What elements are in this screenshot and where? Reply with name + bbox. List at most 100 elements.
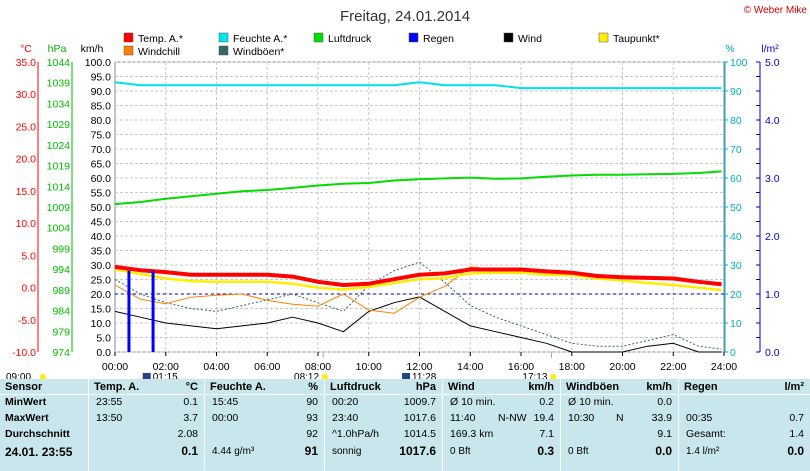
kmh-tick-11: 45.0 (91, 217, 112, 229)
hpa-tick-1: 1039 (47, 78, 71, 90)
hum-time-3: 4.44 g/m³ (212, 446, 255, 457)
wind-value-0: 0.2 (539, 396, 554, 408)
hpa-tick-2: 1034 (47, 98, 71, 110)
col-wind: Wind km/h Ø 10 min. 0.2 11:40 N-NW 19.4 169.3 k… (442, 379, 561, 471)
legend-swatch-0 (123, 32, 134, 43)
time-tick-0: 00:00 (102, 361, 128, 373)
rain-tick-5: 0.0 (765, 347, 780, 359)
press-value-1: 1017.6 (403, 412, 436, 424)
gust-value-3: 0.0 (655, 444, 672, 458)
hpa-tick-0: 1044 (47, 57, 71, 69)
pct-tick-0: 100 (730, 57, 748, 69)
wind-value-1: 19.4 (533, 412, 554, 424)
temp-value-1: 3.7 (183, 412, 198, 424)
col-rain: Regen l/m² 00:35 0.7 Gesamt: 1.4 1.4 l/m² 0.0 (678, 379, 810, 471)
time-tick-6: 12:00 (406, 361, 432, 373)
rain-tick-4: 1.0 (765, 289, 780, 301)
rain-bar-1 (151, 270, 155, 352)
col-hum: Feuchte A.% 15:45 90 00:00 93 92 4.44 g/m³ 91 (204, 379, 325, 471)
legend-label-3: Regen (423, 33, 454, 45)
temp-time-1: 13:50 (96, 412, 123, 424)
hpa-tick-12: 984 (52, 306, 70, 318)
time-tick-5: 10:00 (356, 361, 382, 373)
temp-header: Temp. A. (94, 381, 140, 393)
temp-tick-3: 20.0 (16, 154, 37, 166)
hum-value-2: 92 (306, 428, 318, 440)
time-tick-1: 02:00 (153, 361, 179, 373)
sunset-label: 17:13 (522, 372, 547, 379)
col-temp: Temp. A. °C 23:55 0.1 13:50 3.7 2.08 0.1 (88, 379, 205, 471)
chart-title: Freitag, 24.01.2014 (340, 8, 470, 25)
time-tick-11: 22:00 (660, 361, 686, 373)
legend-label-7: Windböen* (233, 46, 284, 58)
kmh-tick-18: 10.0 (91, 318, 112, 330)
kmh-tick-1: 95.0 (91, 72, 112, 84)
gust-time-3: 0 Bft (568, 446, 589, 457)
gust-time-1: 10:30 (568, 412, 595, 424)
hpa-unit-label: hPa (48, 43, 67, 55)
kmh-tick-15: 25.0 (91, 275, 112, 287)
press-value-0: 1009.7 (403, 396, 436, 408)
gust-time-0: Ø 10 min. (568, 396, 614, 408)
rain-time-1: 00:35 (686, 412, 713, 424)
gust-unit: km/h (646, 381, 672, 393)
time-tick-8: 16:00 (508, 361, 534, 373)
rain-bar-0 (127, 270, 131, 352)
pct-tick-4: 60 (730, 173, 742, 185)
hpa-tick-11: 989 (52, 285, 70, 297)
row-label-current: 24.01. 23:55 (5, 445, 73, 459)
kmh-tick-19: 5.0 (96, 333, 111, 345)
legend-swatch-4 (503, 32, 514, 43)
pct-tick-1: 90 (730, 86, 742, 98)
series-taupunkt (114, 268, 722, 292)
time-tick-9: 18:00 (559, 361, 585, 373)
legend-swatch-2 (313, 32, 324, 43)
dawn-marker-label: 01:15 (153, 372, 178, 379)
pct-tick-10: 0 (730, 347, 736, 359)
wind-value-2: 7.1 (539, 428, 554, 440)
rain-value-2: 1.4 (789, 428, 804, 440)
time-tick-10: 20:00 (609, 361, 635, 373)
rain-time-3: 1.4 l/m² (686, 446, 720, 457)
legend-label-2: Luftdruck (328, 33, 372, 45)
rain-unit-label: l/m² (761, 43, 779, 55)
hum-header: Feuchte A. (210, 381, 266, 393)
temp-tick-9: -10.0 (12, 347, 36, 359)
temp-tick-1: 30.0 (16, 89, 37, 101)
temp-tick-4: 15.0 (16, 186, 37, 198)
press-value-2: 1014.5 (403, 428, 436, 440)
rain-header: Regen (684, 381, 718, 393)
sensor-header: Sensor (5, 381, 43, 393)
row-label-avg: Durchschnitt (5, 428, 70, 440)
legend-label-0: Temp. A.* (138, 33, 183, 45)
kmh-tick-9: 55.0 (91, 188, 112, 200)
press-time-2: ^1.0hPa/h (332, 428, 379, 440)
kmh-tick-16: 20.0 (91, 289, 112, 301)
hpa-tick-13: 979 (52, 326, 70, 338)
hum-time-1: 00:00 (212, 412, 239, 424)
hpa-tick-7: 1009 (47, 202, 71, 214)
kmh-unit-label: km/h (81, 43, 104, 55)
kmh-tick-12: 40.0 (91, 231, 112, 243)
temp-tick-2: 25.0 (16, 121, 37, 133)
temp-value-0: 0.1 (183, 396, 198, 408)
kmh-tick-6: 70.0 (91, 144, 112, 156)
series-tempa (114, 264, 722, 287)
gust-value-0: 0.0 (657, 396, 672, 408)
kmh-tick-0: 100.0 (85, 57, 111, 69)
kmh-tick-13: 35.0 (91, 246, 112, 258)
dawn-marker-icon (142, 373, 151, 379)
sunrise-label: 08:12 (294, 372, 319, 379)
wind-time-3: 0 Bft (450, 446, 471, 457)
hum-value-1: 93 (306, 412, 318, 424)
press-unit: hPa (415, 381, 436, 393)
temp-tick-0: 35.0 (16, 57, 37, 69)
col-press: Luftdruck hPa 00:20 1009.7 23:40 1017.6 ^1.0hP… (324, 379, 443, 471)
rain-unit: l/m² (784, 381, 804, 393)
legend-swatch-5 (598, 32, 609, 43)
col-gust: Windböen km/h Ø 10 min. 0.0 10:30 N 33.9 9.1 0 B… (560, 379, 679, 471)
wind-unit: km/h (528, 381, 554, 393)
pct-tick-7: 30 (730, 260, 742, 272)
gust-value-2: 9.1 (657, 428, 672, 440)
pct-tick-5: 50 (730, 202, 742, 214)
